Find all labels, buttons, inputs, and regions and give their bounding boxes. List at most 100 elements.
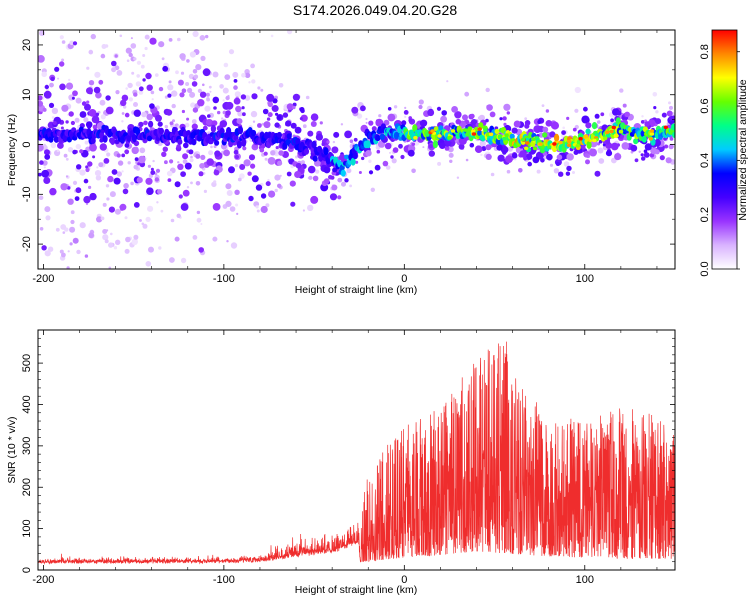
spectrogram-noise-blob bbox=[139, 322, 142, 325]
spectrogram-energy-blob bbox=[86, 100, 90, 104]
spectrogram-energy-blob bbox=[60, 126, 64, 130]
spectrogram-energy-blob bbox=[89, 143, 97, 152]
spectrogram-energy-blob bbox=[503, 122, 507, 126]
spectrogram-energy-blob bbox=[213, 106, 217, 110]
spectrogram-energy-blob bbox=[641, 156, 646, 161]
spectrogram-energy-blob bbox=[72, 237, 79, 244]
spectrogram-energy-blob bbox=[41, 169, 50, 178]
spectrogram-noise-blob bbox=[60, 224, 67, 230]
spectrogram-noise-blob bbox=[669, 105, 673, 110]
spectrogram-peak-mark bbox=[567, 139, 572, 144]
spectrogram-peak-mark bbox=[483, 128, 488, 133]
spectrogram-energy-blob bbox=[664, 144, 669, 149]
spectrogram-noise-blob bbox=[186, 59, 190, 63]
spectrogram-energy-blob bbox=[496, 144, 503, 151]
spectrogram-noise-blob bbox=[184, 122, 190, 128]
spectrogram-noise-blob bbox=[257, 86, 261, 90]
spectrogram-energy-blob bbox=[242, 146, 247, 151]
spectrogram-energy-blob bbox=[417, 138, 421, 142]
spectrogram-energy-blob bbox=[199, 91, 207, 98]
spectrogram-noise-blob bbox=[95, 324, 101, 330]
spectrogram-energy-blob bbox=[71, 96, 75, 100]
spectrogram-ridge-mark bbox=[146, 135, 153, 142]
spectrogram-noise-blob bbox=[141, 111, 147, 118]
spectrogram-noise-blob bbox=[116, 171, 123, 177]
spectrogram-noise-blob bbox=[106, 197, 110, 201]
spectrogram-noise-blob bbox=[370, 187, 375, 192]
spectrogram-noise-blob bbox=[332, 140, 336, 144]
x-tick-label: -200 bbox=[32, 574, 54, 586]
spectrogram-energy-blob bbox=[162, 65, 169, 72]
spectrogram-energy-blob bbox=[455, 118, 462, 125]
spectrogram-energy-blob bbox=[124, 112, 130, 118]
spectrogram-energy-blob bbox=[614, 153, 622, 161]
spectrogram-noise-blob bbox=[274, 188, 278, 193]
spectrogram-energy-blob bbox=[182, 153, 189, 160]
spectrogram-noise-blob bbox=[80, 320, 84, 324]
spectrogram-energy-blob bbox=[277, 183, 282, 188]
spectrogram-ridge-mark bbox=[350, 157, 356, 166]
spectrogram-noise-blob bbox=[111, 67, 117, 73]
spectrogram-peak-mark bbox=[525, 141, 530, 145]
spectrogram-noise-blob bbox=[244, 95, 251, 101]
spectrogram-noise-blob bbox=[55, 227, 60, 232]
spectrogram-noise-blob bbox=[234, 164, 239, 168]
spectrogram-energy-blob bbox=[169, 159, 174, 164]
spectrogram-noise-blob bbox=[236, 212, 239, 215]
spectrogram-noise-blob bbox=[337, 177, 343, 183]
spectrogram-noise-blob bbox=[130, 16, 133, 19]
spectrogram-energy-blob bbox=[133, 202, 140, 208]
spectrogram-noise-blob bbox=[480, 153, 483, 157]
spectrogram-energy-blob bbox=[198, 171, 204, 177]
spectrogram-noise-blob bbox=[193, 74, 199, 79]
spectrogram-ridge-mark bbox=[236, 140, 242, 149]
spectrogram-noise-blob bbox=[68, 78, 71, 82]
spectrogram-noise-blob bbox=[116, 70, 123, 76]
spectrogram-noise-blob bbox=[195, 64, 202, 71]
spectrogram-noise-blob bbox=[125, 236, 131, 243]
spectrogram-noise-blob bbox=[168, 80, 172, 84]
spectrogram-noise-blob bbox=[84, 140, 89, 145]
spectrogram-noise-blob bbox=[597, 147, 604, 154]
spectrogram-energy-blob bbox=[200, 154, 206, 160]
y-tick-label: 0 bbox=[21, 141, 33, 147]
spectrogram-energy-blob bbox=[65, 82, 74, 90]
spectrogram-energy-blob bbox=[267, 101, 273, 108]
spectrogram-energy-blob bbox=[266, 117, 271, 121]
spectrogram-energy-blob bbox=[248, 154, 256, 161]
spectrogram-noise-blob bbox=[117, 160, 124, 166]
spectrogram-noise-blob bbox=[524, 117, 528, 120]
spectrogram-energy-blob bbox=[57, 142, 64, 149]
spectrogram-ridge-mark bbox=[250, 129, 257, 137]
spectrogram-energy-blob bbox=[146, 84, 153, 91]
spectrogram-energy-blob bbox=[49, 187, 57, 196]
spectrogram-noise-blob bbox=[100, 114, 106, 120]
spectrogram-peak-mark bbox=[663, 125, 668, 130]
spectrogram-noise-blob bbox=[38, 6, 44, 12]
spectrogram-peak-mark bbox=[592, 138, 597, 143]
spectrogram-energy-blob bbox=[214, 150, 221, 157]
spectrogram-noise-blob bbox=[202, 83, 205, 87]
spectrogram-ridge-mark bbox=[467, 126, 473, 132]
spectrogram-energy-blob bbox=[169, 121, 174, 126]
spectrogram-energy-blob bbox=[199, 163, 205, 169]
spectrogram-noise-blob bbox=[70, 309, 72, 311]
spectrogram-noise-blob bbox=[165, 21, 168, 24]
spectrogram-energy-blob bbox=[134, 157, 139, 162]
snr-y-axis-label: SNR (10 * v/v) bbox=[6, 416, 18, 483]
spectrogram-peak-mark bbox=[578, 136, 583, 141]
spectrogram-ridge-mark bbox=[286, 133, 292, 140]
spectrogram-noise-blob bbox=[180, 71, 185, 75]
spectrogram-energy-blob bbox=[247, 171, 252, 176]
spectrogram-energy-blob bbox=[294, 126, 302, 134]
spectrogram-noise-blob bbox=[158, 301, 162, 305]
spectrogram-noise-blob bbox=[448, 152, 454, 158]
spectrogram-noise-blob bbox=[95, 175, 102, 181]
spectrogram-noise-blob bbox=[175, 70, 179, 75]
spectrogram-energy-blob bbox=[162, 146, 168, 152]
spectrogram-energy-blob bbox=[83, 195, 91, 204]
spectrogram-noise-blob bbox=[86, 66, 90, 70]
spectrogram-energy-blob bbox=[107, 175, 114, 183]
spectrogram-energy-blob bbox=[233, 79, 238, 83]
spectrogram-energy-blob bbox=[157, 121, 163, 127]
